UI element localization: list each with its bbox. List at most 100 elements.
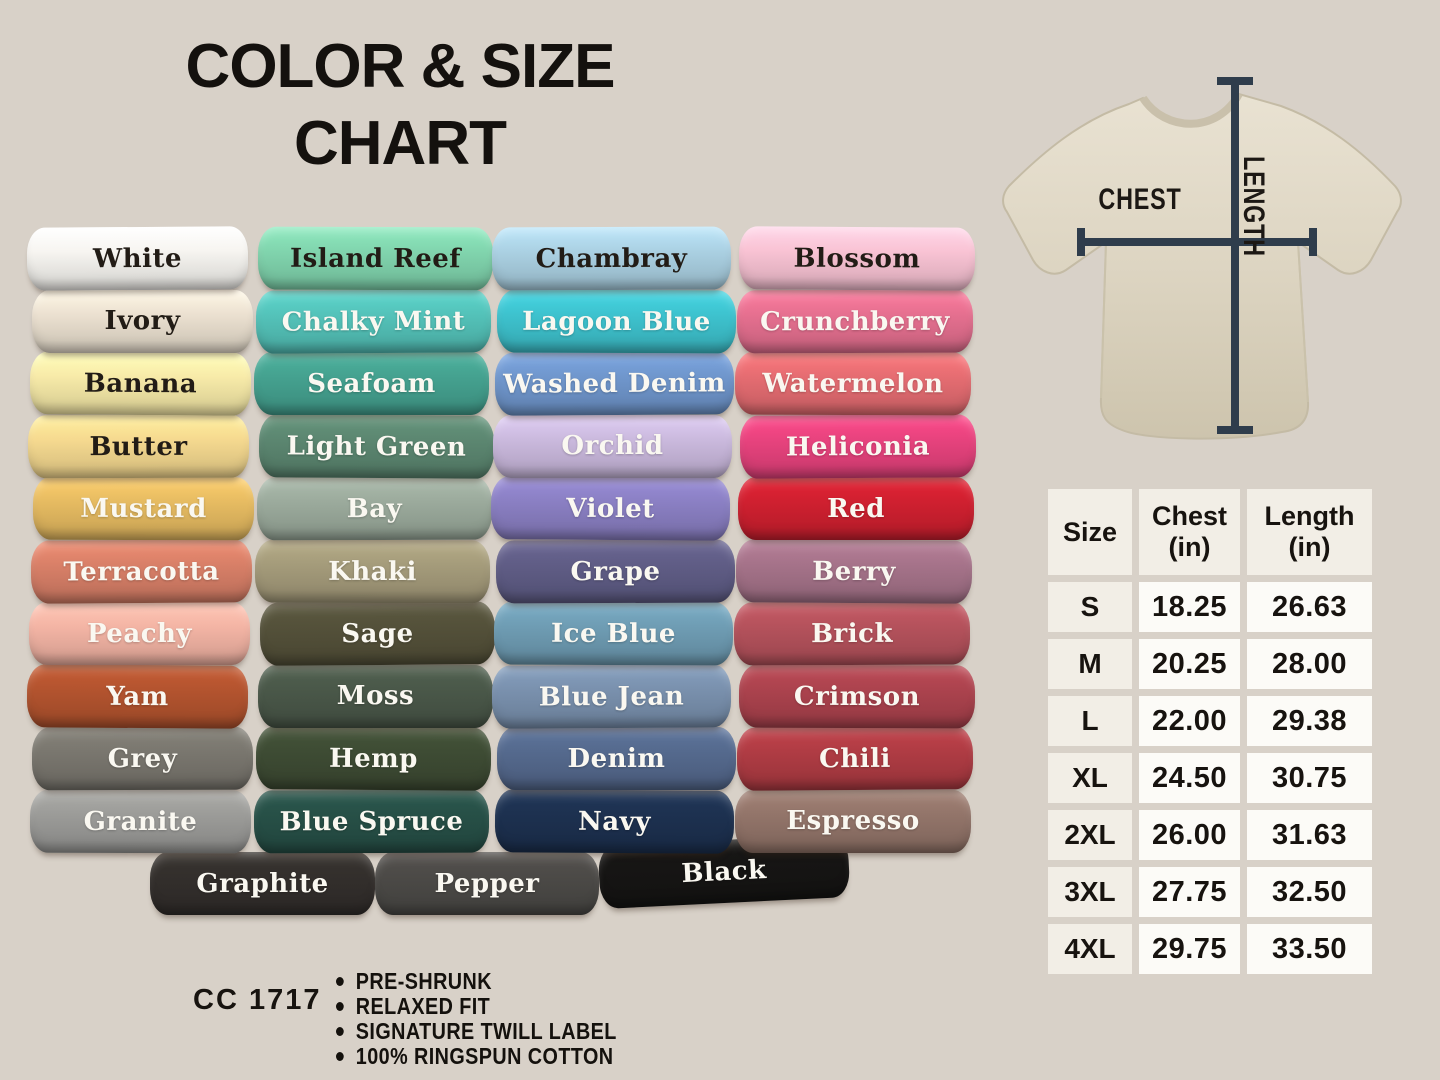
table-chest-cell-3xl: 27.75 [1139,867,1240,917]
shirt-swatch-navy: Navy [494,788,735,854]
size-table: Size Chest (in) Length (in) S 18.25 26.63 M 20.25… [1048,489,1372,974]
shirt-label-khaki: Khaki [328,555,417,587]
table-size-cell-m: M [1048,639,1132,689]
page-title-line1: COLOR & SIZE [185,32,616,101]
shirt-swatch-watermelon: Watermelon [734,351,972,416]
shirt-swatch-bay: Bay [256,476,493,541]
page-title-line2: CHART [294,109,507,178]
shirt-swatch-mustard: Mustard [32,476,255,541]
shirt-label-graphite: Graphite [196,868,329,899]
shirt-label-brick: Brick [810,618,894,649]
shirt-label-watermelon: Watermelon [762,368,944,399]
shirt-label-hemp: Hemp [329,743,418,774]
feature-item-signature-twill-label: SIGNATURE TWILL LABEL [336,1018,617,1044]
shirt-swatch-heliconia: Heliconia [739,413,977,479]
feature-text: SIGNATURE TWILL LABEL [355,1018,617,1044]
shirt-label-heliconia: Heliconia [785,430,931,462]
shirt-swatch-chili: Chili [736,726,974,791]
shirt-label-ice-blue: Ice Blue [551,618,676,649]
shirt-label-grey: Grey [107,743,178,774]
table-length-cell-m: 28.00 [1247,639,1372,689]
chest-label: CHEST [1098,182,1181,215]
tshirt-svg: CHEST LENGTH [1002,77,1402,440]
shirt-swatch-peachy: Peachy [29,602,250,665]
shirt-label-bay: Bay [346,493,403,524]
table-size-cell-xl: XL [1048,753,1132,803]
table-chest-cell-2xl: 26.00 [1139,810,1240,860]
feature-item-pre-shrunk: PRE-SHRUNK [336,968,617,994]
shirt-label-grape: Grape [570,555,661,587]
shirt-label-espresso: Espresso [786,806,920,836]
table-size-cell-4xl: 4XL [1048,924,1132,974]
tshirt-shape [1002,91,1402,440]
table-chest-cell-m: 20.25 [1139,639,1240,689]
bullet-icon [336,977,344,986]
shirt-label-denim: Denim [567,743,666,774]
shirt-label-banana: Banana [83,368,198,399]
shirt-label-moss: Moss [336,681,415,711]
shirt-label-blue-spruce: Blue Spruce [279,805,464,837]
tshirt-measurement-diagram: CHEST LENGTH [993,56,1440,470]
table-length-cell-l: 29.38 [1247,696,1372,746]
shirt-label-orchid: Orchid [561,431,664,461]
shirt-swatch-granite: Granite [29,789,252,853]
shirt-label-lagoon-blue: Lagoon Blue [522,305,711,337]
shirt-swatch-hemp: Hemp [255,726,492,791]
shirt-swatch-chambray: Chambray [491,226,732,291]
feature-list: PRE-SHRUNK RELAXED FIT SIGNATURE TWILL LAB… [336,968,617,1069]
shirt-swatch-ice-blue: Ice Blue [493,601,734,666]
table-length-cell-3xl: 32.50 [1247,867,1372,917]
table-chest-cell-l: 22.00 [1139,696,1240,746]
shirt-label-granite: Granite [83,805,198,837]
shirt-label-yam: Yam [106,680,169,712]
table-header-chest: Chest (in) [1139,489,1240,575]
feature-item-100-ringspun-cotton: 100% RINGSPUN COTTON [336,1043,617,1069]
shirt-swatch-violet: Violet [490,476,731,541]
shirt-swatch-island-reef: Island Reef [257,226,494,291]
table-length-cell-2xl: 31.63 [1247,810,1372,860]
shirt-swatch-pepper: Pepper [375,852,599,915]
shirt-swatch-espresso: Espresso [735,789,971,853]
shirt-swatch-light-green: Light Green [258,413,495,479]
shirt-label-chalky-mint: Chalky Mint [281,305,466,337]
shirt-label-butter: Butter [89,430,188,462]
shirt-label-pepper: Pepper [434,868,540,899]
shirt-swatch-banana: Banana [29,351,252,416]
table-chest-cell-s: 18.25 [1139,582,1240,632]
shirt-swatch-crunchberry: Crunchberry [736,289,974,353]
shirt-swatch-blue-jean: Blue Jean [491,663,732,729]
shirt-label-light-green: Light Green [286,430,467,462]
shirt-swatch-khaki: Khaki [254,539,491,603]
shirt-swatch-berry: Berry [735,538,973,604]
shirt-swatch-lagoon-blue: Lagoon Blue [496,289,737,353]
shirt-label-seafoam: Seafoam [307,368,436,399]
shirt-label-red: Red [827,493,885,524]
table-length-cell-xl: 30.75 [1247,753,1372,803]
table-chest-cell-4xl: 29.75 [1139,924,1240,974]
shirt-label-blue-jean: Blue Jean [538,680,685,712]
shirt-swatch-seafoam: Seafoam [254,352,489,415]
bullet-icon [336,1027,344,1036]
page-title: COLOR & SIZE CHART [80,28,720,182]
shirt-swatch-chalky-mint: Chalky Mint [255,288,492,354]
shirt-label-violet: Violet [566,493,655,524]
shirt-swatch-grape: Grape [495,539,736,603]
shirt-swatch-yam: Yam [26,663,249,729]
shirt-label-mustard: Mustard [80,493,207,524]
shirt-label-washed-denim: Washed Denim [503,367,726,400]
feature-text: 100% RINGSPUN COTTON [355,1043,614,1069]
shirt-swatch-orchid: Orchid [493,414,732,478]
table-header-size: Size [1048,489,1132,575]
length-label: LENGTH [1237,156,1270,257]
shirt-label-peachy: Peachy [86,618,193,649]
shirt-label-white: White [92,243,183,274]
feature-item-relaxed-fit: RELAXED FIT [336,993,617,1019]
shirt-swatch-crimson: Crimson [738,664,976,728]
table-size-cell-l: L [1048,696,1132,746]
shirt-label-terracotta: Terracotta [63,555,220,587]
shirt-label-crimson: Crimson [793,680,921,712]
table-size-cell-3xl: 3XL [1048,867,1132,917]
feature-text: RELAXED FIT [355,993,491,1019]
shirt-label-ivory: Ivory [104,306,181,336]
